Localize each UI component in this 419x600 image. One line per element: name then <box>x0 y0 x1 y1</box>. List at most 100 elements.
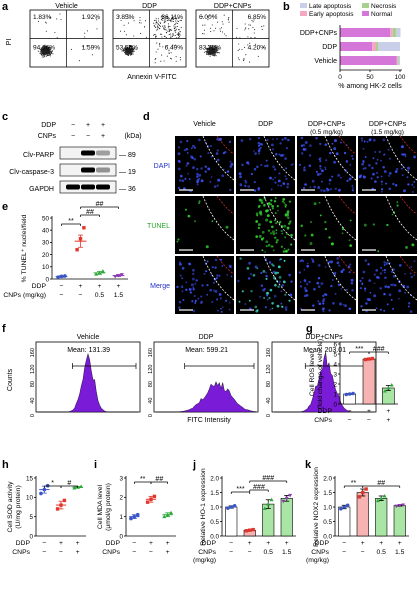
cell-dot <box>247 36 249 38</box>
tissue-boundary <box>385 135 418 181</box>
nucleus-dot <box>267 203 270 206</box>
cell-dot <box>129 52 131 54</box>
data-bar <box>338 506 351 537</box>
data-bar <box>356 492 369 537</box>
cell-dot <box>131 51 133 53</box>
cell-dot <box>169 29 171 31</box>
nucleus-dot <box>401 174 404 177</box>
nucleus-dot <box>383 264 386 266</box>
cell-dot <box>172 33 174 35</box>
nucleus-dot <box>186 151 189 154</box>
data-point <box>262 506 267 510</box>
nucleus-dot <box>360 305 363 308</box>
legend-entry: Early apoptosis <box>309 11 354 18</box>
x-axis-label: FITC Intensity <box>187 417 231 424</box>
cell-dot <box>119 30 122 32</box>
nucleus-dot <box>216 158 220 162</box>
nuclei <box>300 201 353 247</box>
nucleus-dot <box>280 184 283 187</box>
nucleus-dot <box>276 304 280 308</box>
nucleus-dot <box>255 220 259 223</box>
cell-dot <box>155 58 157 60</box>
cell-dot <box>158 26 160 28</box>
data-point <box>56 275 60 279</box>
nucleus-dot <box>213 281 215 284</box>
cell-dot <box>215 27 217 29</box>
nucleus-dot <box>219 297 222 300</box>
sign-label: − <box>71 133 75 140</box>
cell-dot <box>177 22 179 24</box>
nucleus-dot <box>270 203 273 206</box>
blot-band <box>96 150 110 156</box>
nucleus-dot <box>282 280 286 284</box>
nucleus-dot <box>280 245 284 248</box>
row-label: Merge <box>150 283 170 290</box>
nucleus-dot <box>337 174 341 177</box>
sign-label: − <box>248 549 252 556</box>
cell-dot <box>249 24 251 26</box>
data-point <box>364 487 368 491</box>
nucleus-dot <box>184 208 188 211</box>
nucleus-dot <box>288 200 292 203</box>
sign-label: + <box>386 408 390 415</box>
cell-dot <box>42 51 44 53</box>
cell-dot <box>60 18 62 21</box>
cell-dot <box>163 19 165 21</box>
sign-label: + <box>379 540 383 547</box>
cell-dot <box>208 53 210 55</box>
cell-dot <box>128 17 130 19</box>
nucleus-dot <box>308 280 311 284</box>
nucleus-dot <box>310 221 312 223</box>
nucleus-dot <box>181 290 184 293</box>
cell-dot <box>54 31 56 34</box>
significance-mark: ## <box>96 201 104 208</box>
nucleus-dot <box>396 201 399 203</box>
data-point <box>129 516 133 521</box>
cell-dot <box>169 37 171 39</box>
nucleus-dot <box>318 302 322 306</box>
nucleus-dot <box>341 232 344 235</box>
nucleus-dot <box>273 294 277 298</box>
y-axis-label: Relative NOX2 expression <box>313 467 320 547</box>
quadrant-ul-value: 3.85% <box>116 14 135 21</box>
nucleus-dot <box>253 167 257 171</box>
nucleus-dot <box>380 175 383 178</box>
tick-label: 0 <box>148 414 154 417</box>
nucleus-dot <box>319 214 322 217</box>
nucleus-dot <box>340 270 344 274</box>
row-label: CNPs <box>102 549 120 556</box>
cell-dot <box>86 30 89 32</box>
nucleus-dot <box>345 288 348 291</box>
nucleus-dot <box>221 306 224 309</box>
nucleus-dot <box>254 152 257 155</box>
cell-dot <box>47 52 49 54</box>
sign-label: + <box>361 540 365 547</box>
nucleus-dot <box>287 216 290 220</box>
stacked-bar-segment <box>397 56 399 65</box>
cell-dot <box>159 43 161 45</box>
nucleus-dot <box>267 229 271 232</box>
nucleus-dot <box>299 285 303 288</box>
nucleus-dot <box>395 167 399 171</box>
nucleus-dot <box>230 275 233 278</box>
x-axis-label: Annexin V-FITC <box>127 74 176 81</box>
cell-dot <box>45 21 47 23</box>
nucleus-dot <box>284 236 287 239</box>
sign-label: − <box>132 549 136 556</box>
x-axis-label: % among HK-2 cells <box>338 83 402 90</box>
tick-label: 0 <box>30 414 36 417</box>
nucleus-dot <box>369 291 372 294</box>
cell-dot <box>253 19 255 21</box>
cell-dot <box>161 15 164 17</box>
nucleus-dot <box>324 168 327 171</box>
sign-label: + <box>285 540 289 547</box>
protein-label: Clv-PARP <box>23 152 54 159</box>
data-point <box>162 514 167 519</box>
nucleus-dot <box>367 263 370 266</box>
cell-dot <box>161 33 163 35</box>
nucleus-dot <box>198 173 202 177</box>
significance-mark: ## <box>377 480 385 487</box>
nucleus-dot <box>400 167 403 170</box>
nucleus-dot <box>394 184 398 187</box>
cell-dot <box>86 45 88 47</box>
